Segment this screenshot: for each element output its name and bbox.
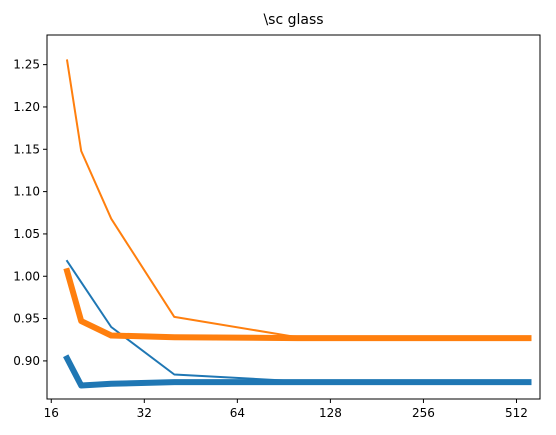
- x-tick-label: 16: [44, 406, 59, 420]
- x-axis: 16 32 64 128 256 512: [44, 399, 528, 420]
- y-tick-label: 0.90: [13, 354, 40, 368]
- y-tick-label: 1.20: [13, 100, 40, 114]
- y-tick-label: 1.00: [13, 269, 40, 283]
- series-layer: [63, 59, 532, 389]
- series-line-2: [63, 267, 532, 342]
- x-tick-label: 32: [137, 406, 152, 420]
- y-tick-label: 1.15: [13, 142, 40, 156]
- chart-title: \sc glass: [263, 12, 323, 28]
- x-tick-label: 64: [230, 406, 245, 420]
- y-tick-label: 1.10: [13, 185, 40, 199]
- y-tick-label: 0.95: [13, 312, 40, 326]
- series-line-3: [63, 354, 532, 389]
- y-axis: 0.90 0.95 1.00 1.05 1.10 1.15 1.20 1.25: [13, 58, 47, 368]
- series-line-0: [65, 59, 530, 340]
- y-tick-label: 1.05: [13, 227, 40, 241]
- x-tick-label: 512: [505, 406, 528, 420]
- series-line-1: [65, 259, 530, 383]
- plot-frame: [46, 34, 541, 400]
- y-tick-label: 1.25: [13, 58, 40, 72]
- x-tick-label: 256: [412, 406, 435, 420]
- x-tick-label: 128: [319, 406, 342, 420]
